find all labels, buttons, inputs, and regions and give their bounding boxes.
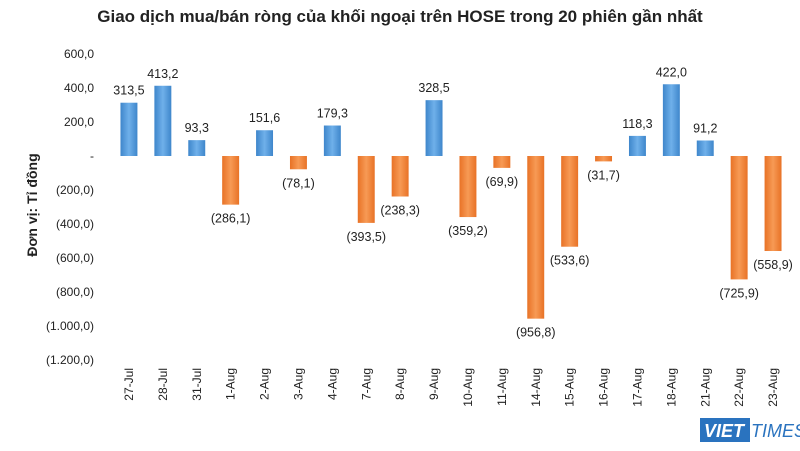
bar (391, 156, 409, 197)
bar (595, 156, 613, 162)
data-label: (31,7) (587, 168, 620, 182)
data-label: 93,3 (185, 121, 209, 135)
bar (256, 130, 274, 156)
y-tick-label: - (90, 149, 94, 163)
x-tick-label: 7-Aug (359, 368, 373, 400)
x-tick-label: 10-Aug (461, 368, 475, 407)
x-tick-label: 2-Aug (258, 368, 272, 400)
x-tick-label: 16-Aug (597, 368, 611, 407)
y-tick-label: (800,0) (56, 285, 94, 299)
data-label: (69,9) (486, 175, 519, 189)
data-label: (533,6) (550, 254, 590, 268)
data-label: (956,8) (516, 326, 556, 340)
bar (357, 156, 375, 223)
x-tick-label: 4-Aug (325, 368, 339, 400)
bar (764, 156, 782, 252)
x-tick-label: 15-Aug (563, 368, 577, 407)
x-tick-label: 3-Aug (291, 368, 305, 400)
y-tick-label: (400,0) (56, 217, 94, 231)
x-tick-label: 9-Aug (427, 368, 441, 400)
bar (154, 85, 172, 156)
y-tick-label: (200,0) (56, 183, 94, 197)
y-tick-label: (1.200,0) (46, 353, 94, 367)
bar (730, 156, 748, 280)
data-label: 413,2 (147, 67, 178, 81)
x-tick-label: 23-Aug (766, 368, 780, 407)
data-label: (393,5) (346, 230, 386, 244)
viettimes-watermark: VIET TIMES (700, 418, 800, 442)
bar (425, 100, 443, 156)
bar (120, 102, 138, 156)
x-tick-label: 27-Jul (122, 368, 136, 401)
data-label: 313,5 (113, 84, 144, 98)
x-tick-label: 28-Jul (156, 368, 170, 401)
data-label: (359,2) (448, 224, 488, 238)
y-tick-label: (600,0) (56, 251, 94, 265)
watermark-times-text: TIMES (751, 421, 800, 441)
data-label: 151,6 (249, 111, 280, 125)
x-axis-ticks: 27-Jul 28-Jul 31-Jul 1-Aug 2-Aug 3-Aug 4-Aug 7-… (122, 368, 780, 407)
y-axis-ticks: 600,0 400,0 200,0 - (200,0) (400,0) (600,0) (80… (46, 47, 94, 367)
bar (188, 140, 206, 156)
bar (696, 140, 714, 156)
data-label: 422,0 (656, 65, 687, 79)
x-tick-label: 18-Aug (664, 368, 678, 407)
bar (628, 135, 646, 156)
bar (493, 156, 511, 168)
bar (323, 125, 341, 156)
y-tick-label: (1.000,0) (46, 319, 94, 333)
watermark-viet-text: VIET (704, 421, 746, 441)
data-label: 118,3 (622, 117, 652, 131)
x-tick-label: 1-Aug (224, 368, 238, 400)
x-tick-label: 8-Aug (393, 368, 407, 400)
x-tick-label: 31-Jul (190, 368, 204, 401)
bar (222, 156, 240, 205)
data-label: (558,9) (753, 258, 793, 272)
y-tick-label: 200,0 (64, 115, 94, 129)
bar (289, 156, 307, 170)
x-tick-label: 22-Aug (732, 368, 746, 407)
data-label: (286,1) (211, 212, 251, 226)
bar (527, 156, 545, 319)
bars (120, 84, 782, 319)
x-tick-label: 17-Aug (630, 368, 644, 407)
chart-title: Giao dịch mua/bán ròng của khối ngoại tr… (97, 7, 703, 26)
data-label: 91,2 (693, 122, 717, 136)
data-label: (78,1) (282, 176, 315, 190)
y-tick-label: 600,0 (64, 47, 94, 61)
x-tick-label: 14-Aug (529, 368, 543, 407)
watermark-badge (700, 418, 750, 442)
y-tick-label: 400,0 (64, 81, 94, 95)
data-label: (725,9) (719, 286, 759, 300)
bar (459, 156, 477, 218)
data-label: 328,5 (418, 81, 449, 95)
x-tick-label: 21-Aug (698, 368, 712, 407)
data-label: (238,3) (380, 204, 420, 218)
x-tick-label: 11-Aug (495, 368, 509, 406)
y-axis-label: Đơn vị: Tỉ đồng (24, 153, 40, 256)
data-label: 179,3 (317, 107, 348, 121)
bar (561, 156, 579, 247)
bar (662, 84, 680, 156)
